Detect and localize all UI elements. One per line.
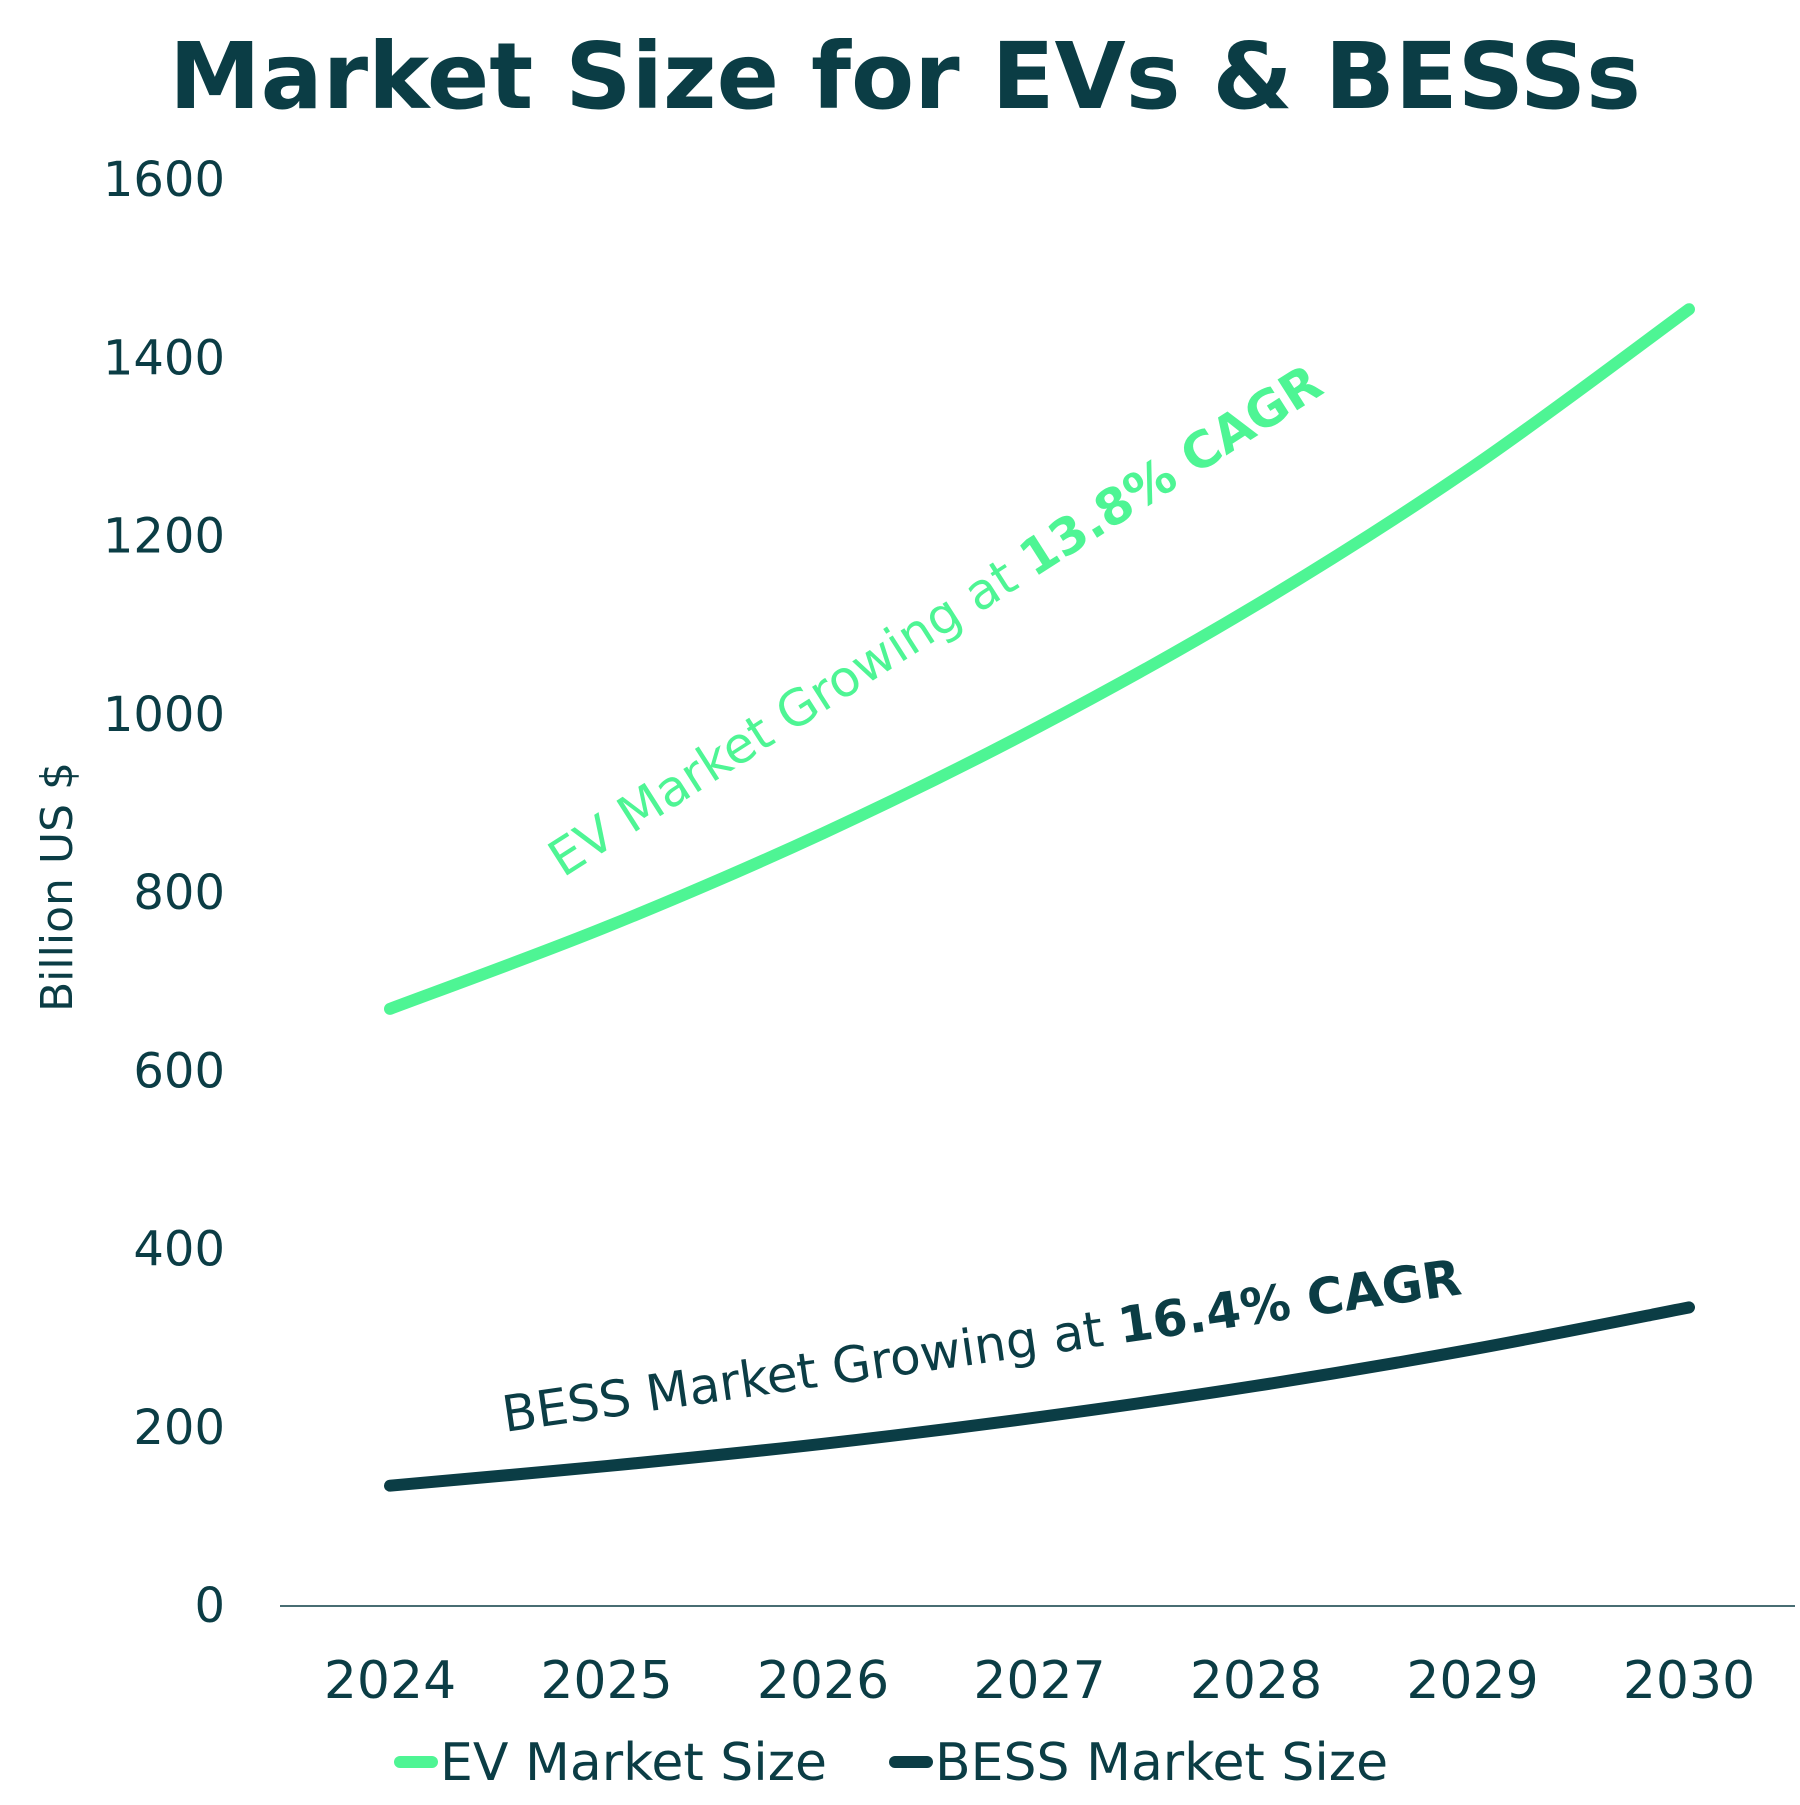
y-tick-label: 1200 [103, 509, 225, 565]
y-tick-label: 1600 [103, 152, 225, 208]
legend-label-bess: BESS Market Size [935, 1733, 1388, 1793]
series-line-ev [390, 309, 1689, 1009]
annotations: EV Market Growing at 13.8% CAGR BESS Mark… [498, 353, 1464, 1444]
x-tick-label: 2028 [1190, 1651, 1322, 1711]
chart-title: Market Size for EVs & BESSs [169, 23, 1641, 130]
y-axis-label: Billion US $ [32, 762, 83, 1012]
bess-growth-annotation: BESS Market Growing at 16.4% CAGR [498, 1248, 1464, 1443]
x-tick-label: 2025 [540, 1651, 672, 1711]
legend-label-ev: EV Market Size [440, 1733, 827, 1793]
ev-growth-annotation: EV Market Growing at 13.8% CAGR [538, 353, 1332, 888]
y-axis-ticks: 0 200 400 600 800 1000 1200 1400 1600 [103, 152, 225, 1634]
y-tick-label: 400 [133, 1222, 225, 1278]
x-tick-label: 2026 [757, 1651, 889, 1711]
y-tick-label: 800 [133, 865, 225, 921]
x-axis-ticks: 2024 2025 2026 2027 2028 2029 2030 [324, 1651, 1755, 1711]
x-tick-label: 2030 [1623, 1651, 1755, 1711]
annotation-text: EV Market Growing at [538, 539, 1040, 888]
y-tick-label: 1400 [103, 330, 225, 386]
x-tick-label: 2027 [973, 1651, 1105, 1711]
y-tick-label: 1000 [103, 687, 225, 743]
legend: EV Market Size BESS Market Size [400, 1733, 1388, 1793]
y-tick-label: 0 [194, 1578, 225, 1634]
y-tick-label: 600 [133, 1043, 225, 1099]
annotation-emphasis: 16.4% CAGR [1114, 1248, 1465, 1355]
x-tick-label: 2024 [324, 1651, 456, 1711]
x-tick-label: 2029 [1406, 1651, 1538, 1711]
annotation-emphasis: 13.8% CAGR [1009, 353, 1332, 588]
y-tick-label: 200 [133, 1400, 225, 1456]
